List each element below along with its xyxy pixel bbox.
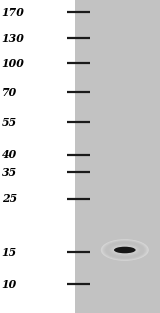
Text: 70: 70 <box>2 86 17 98</box>
Ellipse shape <box>104 241 146 259</box>
Ellipse shape <box>112 245 138 255</box>
Ellipse shape <box>113 246 137 254</box>
Text: 35: 35 <box>2 167 17 177</box>
Text: 15: 15 <box>2 247 17 258</box>
Ellipse shape <box>114 246 136 254</box>
Ellipse shape <box>102 240 147 260</box>
Ellipse shape <box>109 244 141 257</box>
Ellipse shape <box>112 245 137 255</box>
Ellipse shape <box>111 244 139 255</box>
Ellipse shape <box>110 244 140 256</box>
Ellipse shape <box>103 240 147 260</box>
Text: 40: 40 <box>2 150 17 161</box>
Ellipse shape <box>106 242 144 258</box>
Text: 10: 10 <box>2 279 17 290</box>
Text: 170: 170 <box>2 7 24 18</box>
Text: 130: 130 <box>2 33 24 44</box>
Text: 55: 55 <box>2 116 17 127</box>
Ellipse shape <box>102 239 148 260</box>
Ellipse shape <box>107 243 142 257</box>
Ellipse shape <box>101 239 149 261</box>
Text: 100: 100 <box>2 58 24 69</box>
Ellipse shape <box>109 244 140 256</box>
Ellipse shape <box>114 247 136 253</box>
Ellipse shape <box>107 242 143 258</box>
Ellipse shape <box>108 243 142 257</box>
Bar <box>75 0 160 313</box>
Text: 25: 25 <box>2 193 17 204</box>
Ellipse shape <box>104 241 145 259</box>
Ellipse shape <box>105 241 144 259</box>
